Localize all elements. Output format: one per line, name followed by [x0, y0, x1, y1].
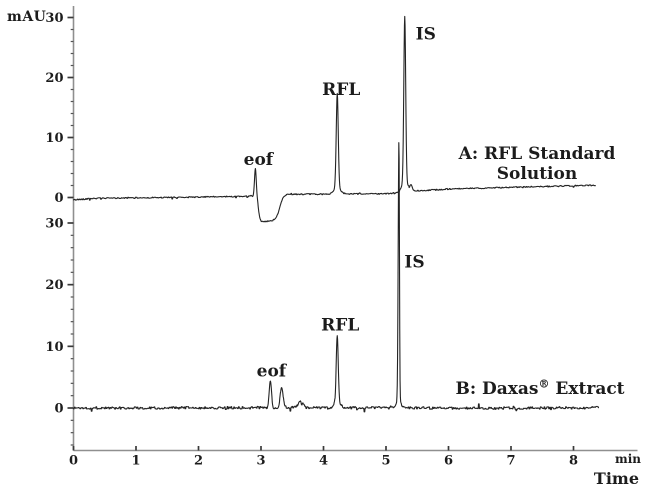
y-tick-label: 0 — [54, 191, 63, 206]
panel-b-annotation: B: Daxas® Extract — [448, 377, 632, 400]
y-tick-label: 0 — [54, 402, 63, 417]
y-axis-unit-label: mAU — [7, 9, 47, 25]
peak-label-eof-a: eof — [244, 150, 275, 170]
peak-label-eof-b: eof — [257, 362, 288, 382]
x-tick-label: 0 — [69, 454, 78, 469]
y-tick-label: 30 — [45, 11, 63, 26]
peak-label-is-b: IS — [404, 253, 424, 273]
panel-b-annotation-post: Extract — [549, 379, 625, 399]
y-tick-label: 20 — [45, 278, 63, 293]
x-tick-label: 7 — [506, 454, 515, 469]
x-tick-label: 1 — [131, 454, 140, 469]
x-tick-label: 5 — [381, 454, 390, 469]
y-tick-label: 30 — [45, 216, 63, 231]
x-axis-unit-label: min — [615, 452, 641, 466]
x-tick-label: 3 — [256, 454, 265, 469]
peak-label-rfl-a: RFL — [322, 80, 360, 100]
registered-trademark-symbol: ® — [538, 377, 550, 391]
y-tick-label: 20 — [45, 71, 63, 86]
trace-b — [72, 142, 600, 413]
x-tick-label: 2 — [194, 454, 203, 469]
trace-a — [72, 15, 596, 223]
peak-label-rfl-b: RFL — [321, 315, 359, 335]
x-tick-label: 6 — [444, 454, 453, 469]
panel-a-annotation-line2: Solution — [496, 163, 578, 184]
x-tick-label: 8 — [569, 454, 578, 469]
panel-b-annotation-pre: B: Daxas — [455, 379, 539, 399]
x-tick-label: 4 — [319, 454, 328, 469]
panel-a-annotation-line1: A: RFL Standard — [458, 144, 616, 164]
y-tick-label: 10 — [45, 131, 63, 146]
panel-a-annotation: A: RFL Standard Solution — [448, 144, 626, 184]
y-tick-label: 10 — [45, 340, 63, 355]
peak-label-is-a: IS — [416, 25, 436, 45]
x-axis-title: Time — [593, 469, 639, 488]
